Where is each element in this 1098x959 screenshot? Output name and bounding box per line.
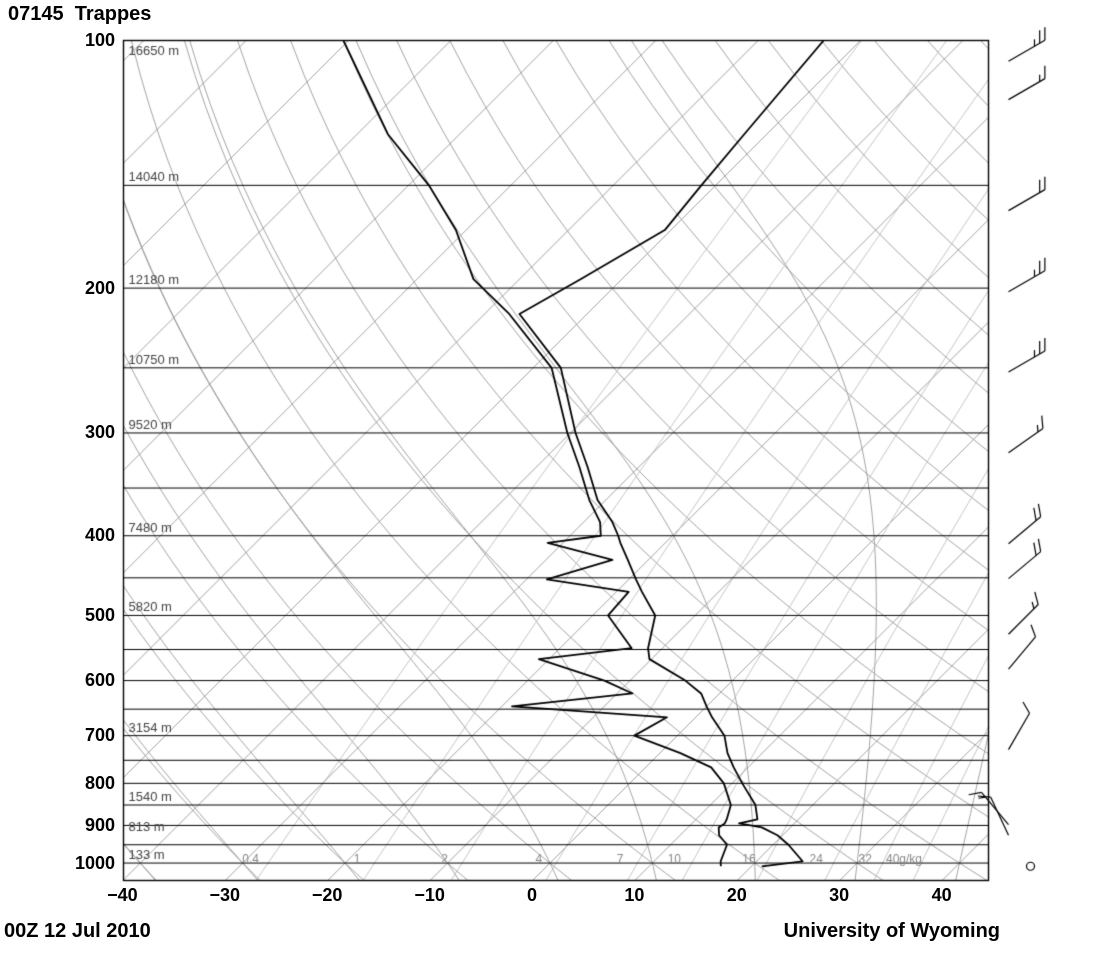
pressure-tick-label: 1000 [74,852,115,873]
pressure-tick-label: 200 [84,277,115,298]
temperature-tick-label: 40 [931,885,952,905]
temperature-tick-label: 30 [829,885,850,905]
pressure-tick-label: 800 [84,772,115,793]
pressure-tick-label: 100 [84,30,115,50]
temperature-tick-label: −10 [414,885,445,905]
pressure-tick-label: 600 [84,670,115,691]
temperature-tick-label: 20 [726,885,747,905]
pressure-tick-label: 400 [84,525,115,546]
temperature-tick-label: 0 [526,885,537,905]
sounding-datetime-label: 00Z 12 Jul 2010 [4,920,151,942]
pressure-tick-label: 300 [84,422,115,443]
temperature-tick-label: −40 [107,885,138,905]
pressure-tick-label: 500 [84,604,115,625]
temperature-tick-label: 10 [624,885,645,905]
credit-label: University of Wyoming [783,920,1000,942]
pressure-tick-label: 900 [84,814,115,835]
temperature-tick-label: −30 [209,885,241,905]
pressure-tick-label: 700 [84,725,115,746]
temperature-tick-label: −20 [311,885,343,905]
